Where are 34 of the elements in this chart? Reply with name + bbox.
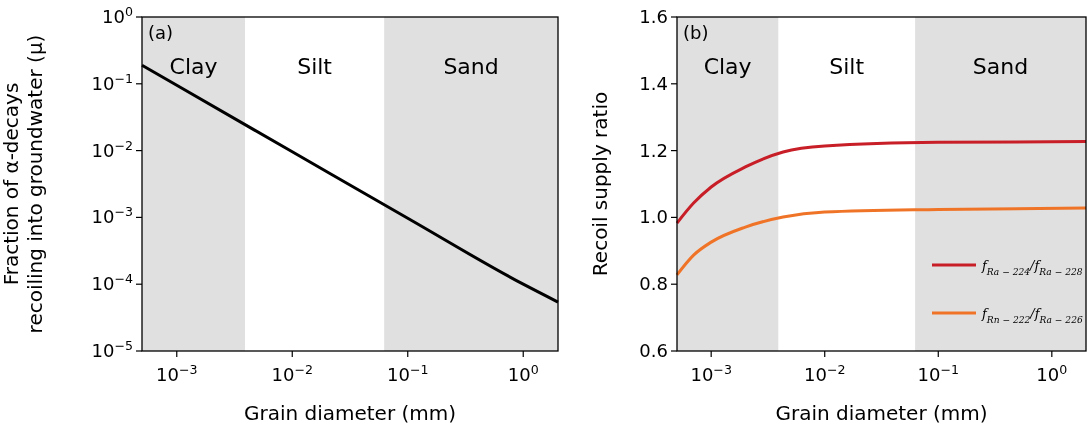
x-tick-label: 10$^{−1}$: [387, 361, 429, 385]
x-axis-title: Grain diameter (mm): [775, 401, 988, 425]
y-axis-title: Fraction of α-decays recoiling into groundwater (μ): [0, 34, 47, 334]
x-tick-label: 10$^{−3}$: [156, 361, 198, 385]
y-tick-label: 10$^{−2}$: [91, 137, 133, 161]
y-tick-label: 10$^{−5}$: [91, 337, 133, 361]
band-label: Sand: [443, 54, 499, 79]
legend-label: f$_{Ra − 224}$/f$_{Ra − 228}$: [981, 258, 1083, 277]
y-tick-label: 1.0: [639, 206, 668, 228]
y-tick-label: 1.4: [639, 72, 668, 94]
y-tick-label: 10$^{0}$: [102, 3, 133, 27]
legend-label: f$_{Rn − 222}$/f$_{Ra − 226}$: [981, 306, 1083, 325]
x-tick-label: 10$^{−1}$: [917, 361, 960, 385]
y-tick-label: 10$^{−3}$: [91, 203, 133, 228]
y-tick-label: 1.2: [639, 139, 668, 161]
y-tick-label: 10$^{−1}$: [91, 70, 133, 94]
x-axis-title: Grain diameter (mm): [243, 401, 457, 425]
band-label: Clay: [703, 54, 752, 79]
x-tick-label: 10$^{0}$: [1036, 361, 1068, 385]
x-tick-label: 10$^{−2}$: [271, 361, 313, 385]
y-tick-label: 1.6: [639, 6, 668, 27]
y-tick-label: 0.6: [639, 340, 668, 361]
y-tick-label: 0.8: [639, 273, 668, 295]
x-tick-label: 10$^{−2}$: [803, 361, 846, 385]
x-tick-label: 10$^{0}$: [507, 361, 539, 385]
band-label: Clay: [169, 54, 218, 79]
y-tick-label: 10$^{−4}$: [91, 270, 133, 295]
x-tick-label: 10$^{−3}$: [690, 361, 732, 385]
annotation: (a): [148, 22, 174, 43]
annotation: (b): [683, 22, 709, 43]
band-label: Sand: [972, 54, 1029, 79]
annotation: Silt: [829, 54, 865, 79]
annotation: Silt: [297, 54, 333, 79]
y-axis-title: Recoil supply ratio: [588, 91, 612, 277]
